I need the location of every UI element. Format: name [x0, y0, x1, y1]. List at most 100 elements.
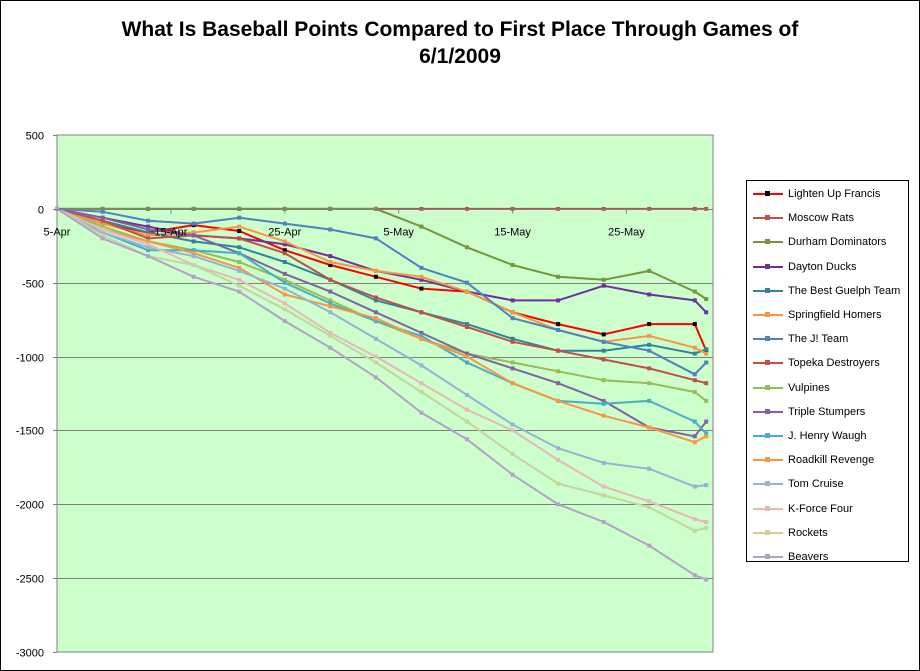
data-point	[237, 277, 242, 282]
data-point	[328, 301, 333, 306]
y-tick-label: -3000	[16, 648, 44, 660]
data-point	[282, 260, 287, 264]
data-point	[100, 230, 105, 235]
data-point	[465, 322, 469, 327]
legend-label: Durham Dominators	[788, 236, 887, 249]
data-point	[556, 446, 561, 451]
data-point	[373, 354, 378, 359]
data-point	[647, 348, 652, 353]
data-point	[419, 410, 424, 415]
data-point	[237, 283, 242, 288]
data-point	[601, 413, 606, 418]
data-point	[601, 398, 606, 403]
data-point	[373, 206, 378, 211]
data-point	[465, 407, 469, 412]
data-point	[704, 520, 709, 524]
data-point	[328, 289, 333, 294]
data-point	[510, 366, 515, 371]
data-point	[601, 493, 606, 498]
data-point	[328, 330, 333, 335]
data-point	[237, 224, 242, 229]
y-tick-label: 500	[26, 131, 44, 143]
x-tick-label: 25-Apr	[268, 227, 301, 239]
data-point	[373, 295, 378, 300]
data-point	[419, 381, 424, 386]
data-point	[556, 328, 561, 332]
series-line-springfield-homers	[56, 207, 707, 355]
data-point	[647, 333, 652, 338]
legend-label: K-Force Four	[788, 502, 853, 515]
data-point	[328, 345, 333, 350]
data-point	[510, 316, 515, 321]
data-point	[419, 390, 424, 394]
data-point	[146, 239, 151, 244]
series-line-the-j-team	[56, 207, 707, 376]
data-point	[146, 254, 151, 259]
legend-swatch	[753, 529, 783, 535]
data-point	[191, 248, 196, 253]
data-point	[465, 289, 469, 294]
legend-item: Moscow Rats	[753, 210, 908, 226]
data-point	[704, 347, 709, 352]
chart-title: What Is Baseball Points Compared to Firs…	[0, 16, 920, 70]
data-point	[692, 419, 697, 424]
legend-item: J. Henry Waugh	[753, 428, 908, 444]
data-point	[100, 206, 105, 211]
legend-swatch	[753, 384, 783, 390]
data-point	[419, 333, 424, 338]
data-point	[282, 248, 287, 253]
data-point	[100, 227, 105, 232]
series-line-dayton-ducks	[56, 207, 707, 313]
legend-item: Rockets	[753, 525, 908, 541]
data-point	[601, 484, 606, 489]
legend-label: The Best Guelph Team	[788, 284, 901, 297]
data-point	[647, 398, 652, 403]
x-tick-label: 5-Apr	[44, 227, 71, 239]
data-point	[601, 332, 606, 337]
data-point	[556, 348, 561, 353]
data-point	[373, 360, 378, 365]
series-line-durham-dominators	[57, 207, 707, 300]
data-point	[692, 434, 697, 439]
data-point	[647, 206, 652, 211]
legend-swatch	[753, 312, 783, 317]
data-point	[328, 298, 333, 303]
data-point	[556, 298, 561, 303]
data-point	[510, 206, 515, 211]
data-point	[100, 209, 105, 214]
legend-swatch	[753, 481, 783, 487]
data-point	[465, 206, 469, 211]
data-point	[100, 236, 105, 241]
data-point	[191, 233, 196, 238]
legend-swatch	[753, 505, 783, 511]
data-point	[328, 277, 333, 282]
data-point	[704, 351, 709, 356]
data-point	[465, 325, 469, 329]
legend-swatch	[753, 554, 783, 559]
chart-title-line-2: 6/1/2009	[419, 45, 501, 68]
data-point	[692, 573, 697, 578]
data-point	[237, 229, 242, 233]
data-point	[510, 472, 515, 477]
data-point	[328, 227, 333, 232]
data-point	[704, 206, 709, 211]
data-point	[282, 251, 287, 256]
data-point	[647, 292, 652, 297]
data-point	[373, 268, 378, 273]
series-line-lighten-up-francis	[56, 207, 708, 352]
data-point	[601, 348, 606, 353]
data-point	[510, 428, 515, 433]
y-tick-label: -1000	[16, 353, 44, 365]
legend-item: Springfield Homers	[753, 307, 908, 323]
legend-swatch	[753, 360, 783, 366]
data-point	[556, 369, 561, 374]
data-point	[237, 236, 242, 241]
x-tick-label: 5-May	[383, 227, 414, 239]
data-point	[191, 221, 196, 226]
data-point	[373, 310, 378, 315]
data-point	[692, 440, 697, 445]
data-point	[191, 274, 196, 279]
data-point	[282, 286, 287, 291]
data-point	[373, 298, 378, 303]
data-point	[237, 251, 242, 256]
